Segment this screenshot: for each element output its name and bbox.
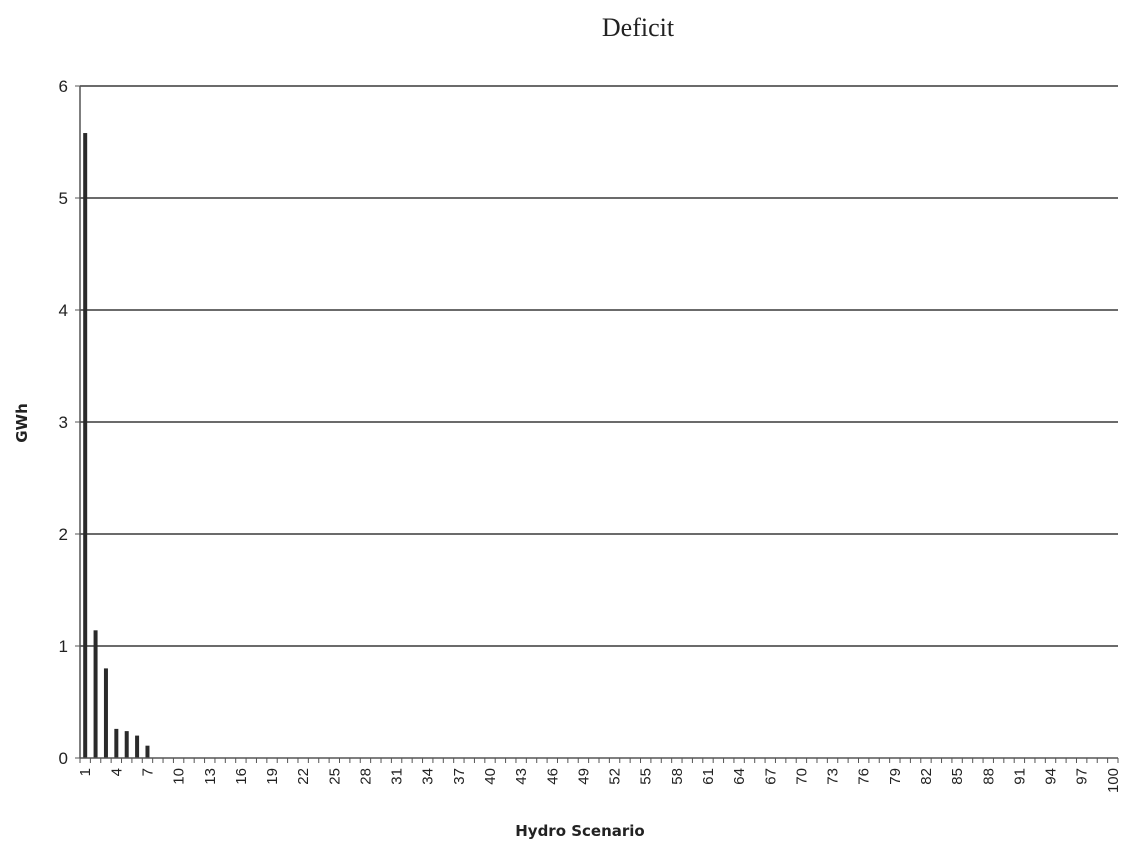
x-tick-label: 40 [482,768,499,785]
x-tick-label: 34 [420,768,437,785]
x-tick-label: 10 [171,768,188,785]
x-tick-label: 37 [451,768,468,785]
x-tick-label: 64 [731,768,748,785]
x-tick-label: 49 [575,768,592,785]
x-tick-label: 100 [1105,768,1121,793]
y-tick-label: 2 [59,525,68,544]
bar-scenario-1 [83,133,88,759]
x-axis-ticks: 1 4 7 10 13 16 19 22 25 28 31 34 37 40 43 46 49 52 55 58 61 6… [77,758,1121,793]
x-tick-label: 46 [544,768,561,785]
x-tick-label: 13 [202,768,219,785]
x-tick-label: 76 [856,768,873,785]
y-axis-ticks: 0 1 2 3 4 5 6 [59,77,80,768]
x-tick-label: 88 [980,768,997,785]
y-tick-label: 3 [59,413,68,432]
x-tick-label: 79 [887,768,904,785]
x-tick-label: 31 [389,768,406,785]
y-tick-label: 6 [59,77,68,96]
bar-scenario-2 [93,630,98,758]
x-tick-label: 19 [264,768,281,785]
x-tick-label: 22 [295,768,312,785]
x-tick-label: 1 [77,768,94,776]
x-tick-label: 4 [108,768,125,776]
y-axis-label: GWh [13,403,31,443]
bar-scenario-7 [145,745,150,758]
y-tick-label: 5 [59,189,68,208]
gridlines [80,85,1118,647]
x-tick-label: 58 [669,768,686,785]
x-tick-label: 70 [793,768,810,785]
x-tick-label: 7 [139,768,156,776]
x-tick-label: 82 [918,768,935,785]
y-tick-label: 1 [59,637,68,656]
x-tick-label: 91 [1011,768,1028,785]
x-axis-label: Hydro Scenario [515,822,645,840]
bar-scenario-3 [103,668,108,758]
x-tick-label: 67 [762,768,779,785]
bar-scenario-6 [135,735,140,758]
x-tick-label: 73 [825,768,842,785]
bar-scenario-4 [114,728,119,758]
x-tick-label: 16 [233,768,250,785]
x-tick-label: 85 [949,768,966,785]
x-tick-label: 55 [638,768,655,785]
x-tick-label: 52 [607,768,624,785]
x-tick-label: 94 [1043,768,1060,785]
y-tick-label: 0 [59,749,68,768]
x-tick-label: 61 [700,768,717,785]
x-tick-label: 25 [326,768,343,785]
bars [83,133,150,759]
x-tick-label: 43 [513,768,530,785]
x-tick-label: 97 [1074,768,1091,785]
x-tick-label: 28 [357,768,374,785]
y-tick-label: 4 [59,301,68,320]
bar-scenario-5 [124,731,129,758]
chart-title: Deficit [602,13,675,42]
